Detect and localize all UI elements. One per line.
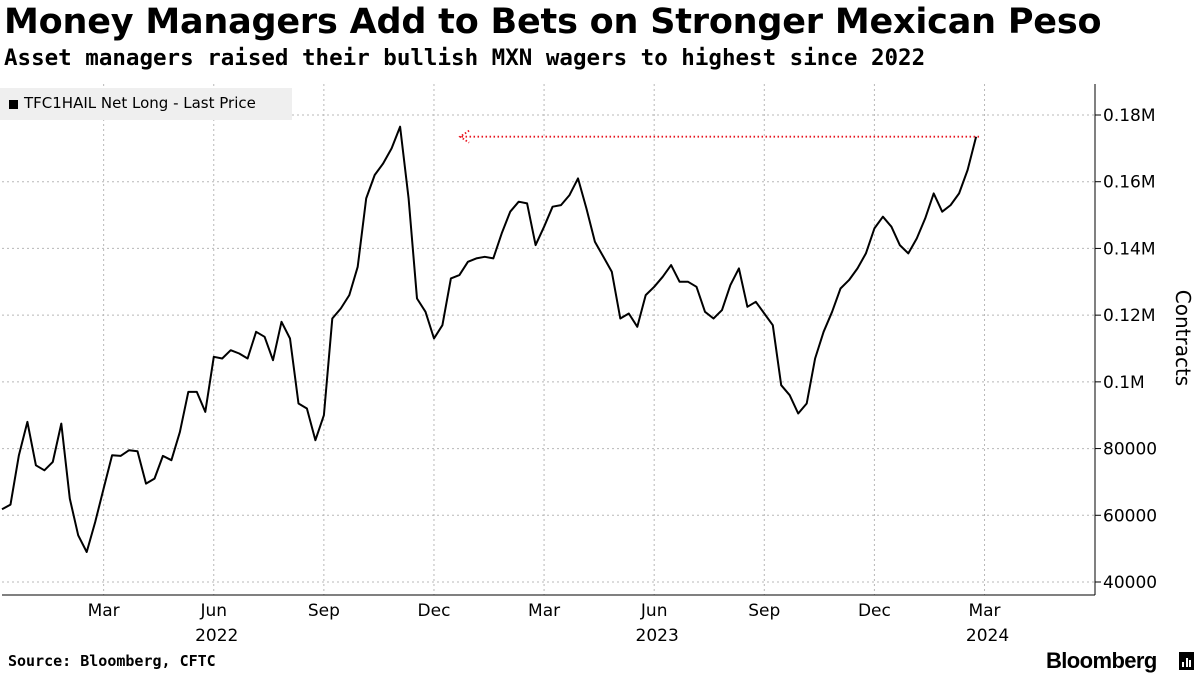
- x-tick-label: Mar: [528, 601, 560, 621]
- legend-swatch: [9, 100, 18, 109]
- x-tick-label: Sep: [308, 601, 340, 621]
- y-tick-label: 0.16M: [1103, 173, 1156, 193]
- bloomberg-terminal-icon: [1179, 652, 1194, 670]
- x-tick-label: Jun: [640, 601, 668, 621]
- x-year-label: 2024: [966, 626, 1009, 646]
- x-tick-label: Dec: [858, 601, 891, 621]
- x-year-label: 2023: [636, 626, 679, 646]
- x-tick-label: Dec: [418, 601, 451, 621]
- y-tick-label: 80000: [1103, 440, 1157, 460]
- y-tick-label: 60000: [1103, 506, 1157, 526]
- x-tick-label: Mar: [968, 601, 1000, 621]
- bloomberg-logo: Bloomberg: [1046, 648, 1157, 673]
- y-tick-label: 0.18M: [1103, 106, 1156, 126]
- x-tick-label: Mar: [88, 601, 120, 621]
- y-tick-label: 0.12M: [1103, 306, 1156, 326]
- annotation-arrow-head: [458, 129, 470, 144]
- y-tick-label: 0.14M: [1103, 239, 1156, 259]
- y-tick-label: 0.1M: [1103, 373, 1145, 393]
- y-tick-label: 40000: [1103, 573, 1157, 593]
- x-tick-label: Jun: [199, 601, 227, 621]
- series-line: [1, 125, 978, 553]
- chart-subtitle: Asset managers raised their bullish MXN …: [4, 45, 926, 71]
- chart-title: Money Managers Add to Bets on Stronger M…: [4, 2, 1102, 42]
- source-note: Source: Bloomberg, CFTC: [8, 652, 216, 670]
- legend-label: TFC1HAIL Net Long - Last Price: [24, 94, 256, 112]
- y-axis-title: Contracts: [1171, 290, 1195, 386]
- x-year-label: 2022: [195, 626, 238, 646]
- x-tick-label: Sep: [748, 601, 780, 621]
- legend: TFC1HAIL Net Long - Last Price: [0, 88, 292, 120]
